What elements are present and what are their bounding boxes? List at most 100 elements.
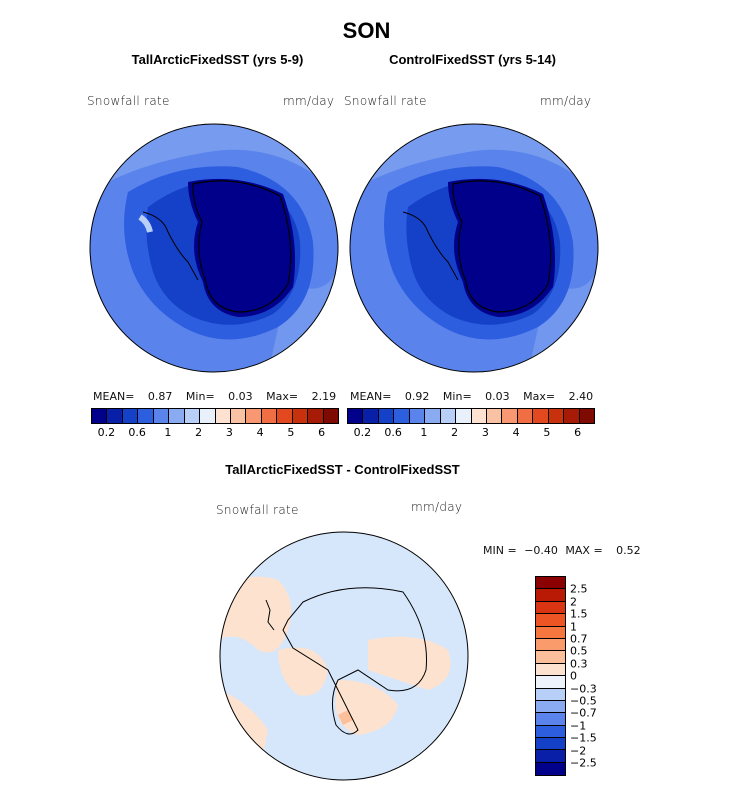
colorbar-swatch xyxy=(394,409,410,423)
colorbar-tick-label: 6 xyxy=(318,426,326,439)
colorbar-swatch xyxy=(517,409,534,423)
colorbar-swatch xyxy=(536,713,565,726)
diff-max-value: 0.52 xyxy=(616,544,641,557)
colorbar-swatch xyxy=(215,409,231,423)
panel-title-tall: TallArcticFixedSST (yrs 5-9) xyxy=(131,52,304,67)
colorbar-tick-label: 4 xyxy=(512,426,520,439)
polar-map-control xyxy=(349,123,599,373)
colorbar-swatch xyxy=(471,409,487,423)
colorbar-swatch xyxy=(536,700,565,714)
colorbar-swatch xyxy=(348,409,364,423)
colorbar-swatch xyxy=(548,409,565,423)
colorbar-swatch xyxy=(107,409,123,423)
min-label-control: Min= xyxy=(442,390,472,403)
colorbar-level-label: 0.3 xyxy=(570,657,588,671)
mean-label-tall: MEAN= xyxy=(93,390,135,403)
colorbar-tick-label: 5 xyxy=(543,426,551,439)
colorbar-swatch xyxy=(440,409,457,423)
colorbar-swatch xyxy=(536,738,565,751)
colorbar-level-label: −0.7 xyxy=(570,706,597,720)
colorbar-swatch xyxy=(378,409,395,423)
colorbar-level-label: 0.5 xyxy=(570,644,588,658)
colorbar-swatch xyxy=(536,589,565,602)
colorbar-level-label: 1 xyxy=(570,620,577,634)
colorbar-swatch xyxy=(536,601,565,615)
colorbar-swatch xyxy=(153,409,170,423)
colorbar-tick-label: 3 xyxy=(481,426,489,439)
colorbar-level-label: 2.5 xyxy=(570,582,588,596)
colorbar-swatch xyxy=(169,409,185,423)
max-value-control: 2.40 xyxy=(568,390,594,403)
colorbar-swatch xyxy=(277,409,293,423)
colorbar-swatch xyxy=(200,409,216,423)
panel-title-control: ControlFixedSST (yrs 5-14) xyxy=(389,52,556,67)
colorbar-tick-label: 1 xyxy=(420,426,428,439)
colorbar-level-label: 2 xyxy=(570,595,577,609)
mean-value-tall: 0.87 xyxy=(147,390,173,403)
colorbar-swatch xyxy=(456,409,472,423)
max-label-tall: Max= xyxy=(266,390,299,403)
colorbar-swatch xyxy=(92,409,108,423)
colorbar-tick-label: 0.2 xyxy=(353,426,372,439)
colorbar-tick-label: 2 xyxy=(451,426,459,439)
colorbar-tick-label: 0.6 xyxy=(128,426,146,439)
colorbar-level-label: −1.5 xyxy=(570,731,597,745)
colorbar-swatch xyxy=(536,626,565,639)
colorbar-swatch xyxy=(425,409,441,423)
max-label-control: Max= xyxy=(523,390,556,403)
colorbar-tall xyxy=(91,408,339,424)
polar-map-tall xyxy=(89,123,339,373)
colorbar-swatch xyxy=(536,688,565,701)
colorbar-tick-label: 2 xyxy=(195,426,203,439)
colorbar-swatch xyxy=(536,762,565,776)
diff-max-label: MAX = xyxy=(565,544,603,557)
min-value-control: 0.03 xyxy=(485,390,510,403)
colorbar-swatch xyxy=(579,409,594,423)
min-value-tall: 0.03 xyxy=(228,390,253,403)
diff-units: mm/day xyxy=(411,500,463,514)
min-label-tall: Min= xyxy=(185,390,215,403)
colorbar-swatch xyxy=(122,409,139,423)
colorbar-swatch xyxy=(184,409,201,423)
colorbar-tick-label: 4 xyxy=(256,426,264,439)
diff-min-value: −0.40 xyxy=(524,544,558,557)
page-title: SON xyxy=(342,18,391,43)
panel-units-tall: mm/day xyxy=(283,94,335,108)
colorbar-level-label: −2.5 xyxy=(570,756,597,770)
max-value-tall: 2.19 xyxy=(311,390,337,403)
colorbar-swatch xyxy=(363,409,379,423)
colorbar-swatch xyxy=(536,651,565,664)
colorbar-level-label: 1.5 xyxy=(570,607,588,621)
colorbar-swatch xyxy=(536,663,565,677)
colorbar-swatch xyxy=(536,725,565,739)
colorbar-swatch xyxy=(536,638,565,652)
colorbar-tick-label: 6 xyxy=(574,426,582,439)
colorbar-swatch xyxy=(409,409,426,423)
colorbar-level-label: 0 xyxy=(570,669,577,683)
colorbar-swatch xyxy=(261,409,278,423)
colorbar-swatch xyxy=(533,409,549,423)
diff-min-label: MIN = xyxy=(483,544,517,557)
colorbar-tick-label: 3 xyxy=(225,426,233,439)
panel-variable-tall: Snowfall rate xyxy=(87,94,170,108)
colorbar-diff xyxy=(535,576,566,777)
diff-title: TallArcticFixedSST - ControlFixedSST xyxy=(225,462,460,477)
colorbar-tick-label: 0.2 xyxy=(97,426,116,439)
panel-variable-control: Snowfall rate xyxy=(344,94,427,108)
colorbar-level-label: −0.5 xyxy=(570,694,597,708)
colorbar-tick-label: 5 xyxy=(287,426,295,439)
colorbar-level-label: 0.7 xyxy=(570,632,588,646)
mean-value-control: 0.92 xyxy=(404,390,430,403)
diff-variable: Snowfall rate xyxy=(216,503,299,517)
mean-label-control: MEAN= xyxy=(350,390,392,403)
colorbar-swatch xyxy=(230,409,247,423)
colorbar-swatch xyxy=(536,577,565,590)
colorbar-tick-label: 0.6 xyxy=(384,426,402,439)
colorbar-tick-label: 1 xyxy=(164,426,172,439)
colorbar-swatch xyxy=(536,676,565,689)
colorbar-swatch xyxy=(536,750,565,763)
colorbar-level-label: −1 xyxy=(570,719,587,733)
colorbar-swatch xyxy=(292,409,309,423)
colorbar-swatch xyxy=(308,409,324,423)
colorbar-level-label: −2 xyxy=(570,744,587,758)
